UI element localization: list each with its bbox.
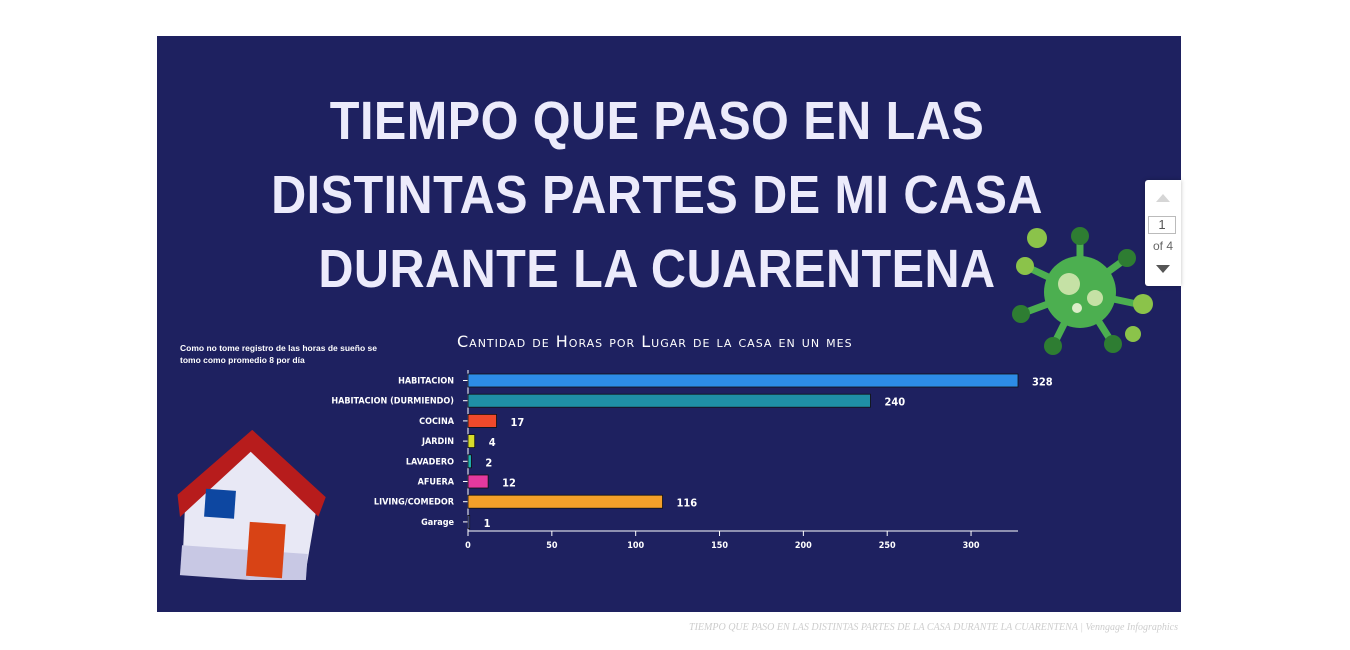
category-label: LAVADERO — [406, 457, 454, 467]
bar — [467, 373, 1019, 388]
value-label: 1 — [484, 517, 491, 530]
bar — [467, 413, 497, 428]
value-label: 240 — [884, 396, 905, 409]
bar — [467, 434, 476, 449]
bar — [467, 494, 663, 509]
title-line-2: DISTINTAS PARTES DE MI CASA — [271, 165, 1043, 225]
house-icon — [177, 430, 326, 580]
page-count-label: of 4 — [1152, 239, 1173, 253]
x-tick-label: 50 — [546, 541, 558, 551]
category-label: JARDIN — [421, 437, 454, 447]
value-label: 17 — [511, 416, 525, 429]
x-tick-label: 200 — [795, 541, 812, 551]
virus-icon — [1012, 227, 1153, 355]
infographic-slide: TIEMPO QUE PASO EN LAS DISTINTAS PARTES … — [157, 36, 1181, 612]
page-down-icon[interactable] — [1156, 265, 1170, 273]
x-tick-label: 0 — [465, 541, 471, 551]
page-number-input[interactable] — [1148, 216, 1176, 234]
bar — [467, 393, 871, 408]
infographic-title: TIEMPO QUE PASO EN LAS DISTINTAS PARTES … — [261, 84, 1053, 306]
credit-caption: TIEMPO QUE PASO EN LAS DISTINTAS PARTES … — [689, 622, 1178, 633]
category-label: LIVING/COMEDOR — [374, 498, 455, 508]
page-up-icon[interactable] — [1156, 194, 1170, 202]
category-label: AFUERA — [418, 478, 455, 488]
value-label: 328 — [1032, 376, 1053, 389]
category-label: HABITACION — [398, 377, 454, 387]
bar — [467, 514, 471, 529]
x-tick-label: 250 — [879, 541, 896, 551]
value-label: 12 — [502, 477, 516, 490]
title-line-1: TIEMPO QUE PASO EN LAS — [329, 91, 985, 151]
category-label: Garage — [421, 518, 454, 528]
category-label: HABITACION (DURMIENDO) — [331, 397, 454, 407]
x-tick-label: 300 — [963, 541, 980, 551]
value-label: 2 — [485, 456, 492, 469]
bar — [467, 454, 472, 469]
chart-title: Cantidad de Horas por Lugar de la casa e… — [457, 332, 853, 351]
bar — [467, 474, 489, 489]
title-line-3: DURANTE LA CUARENTENA — [318, 239, 996, 299]
x-tick-label: 100 — [627, 541, 644, 551]
x-tick-label: 150 — [711, 541, 728, 551]
value-label: 4 — [489, 436, 496, 449]
sleep-note: Como no tome registro de las horas de su… — [180, 343, 377, 365]
category-label: COCINA — [419, 417, 455, 427]
value-label: 116 — [677, 497, 698, 510]
page-navigator: of 4 — [1145, 180, 1181, 286]
